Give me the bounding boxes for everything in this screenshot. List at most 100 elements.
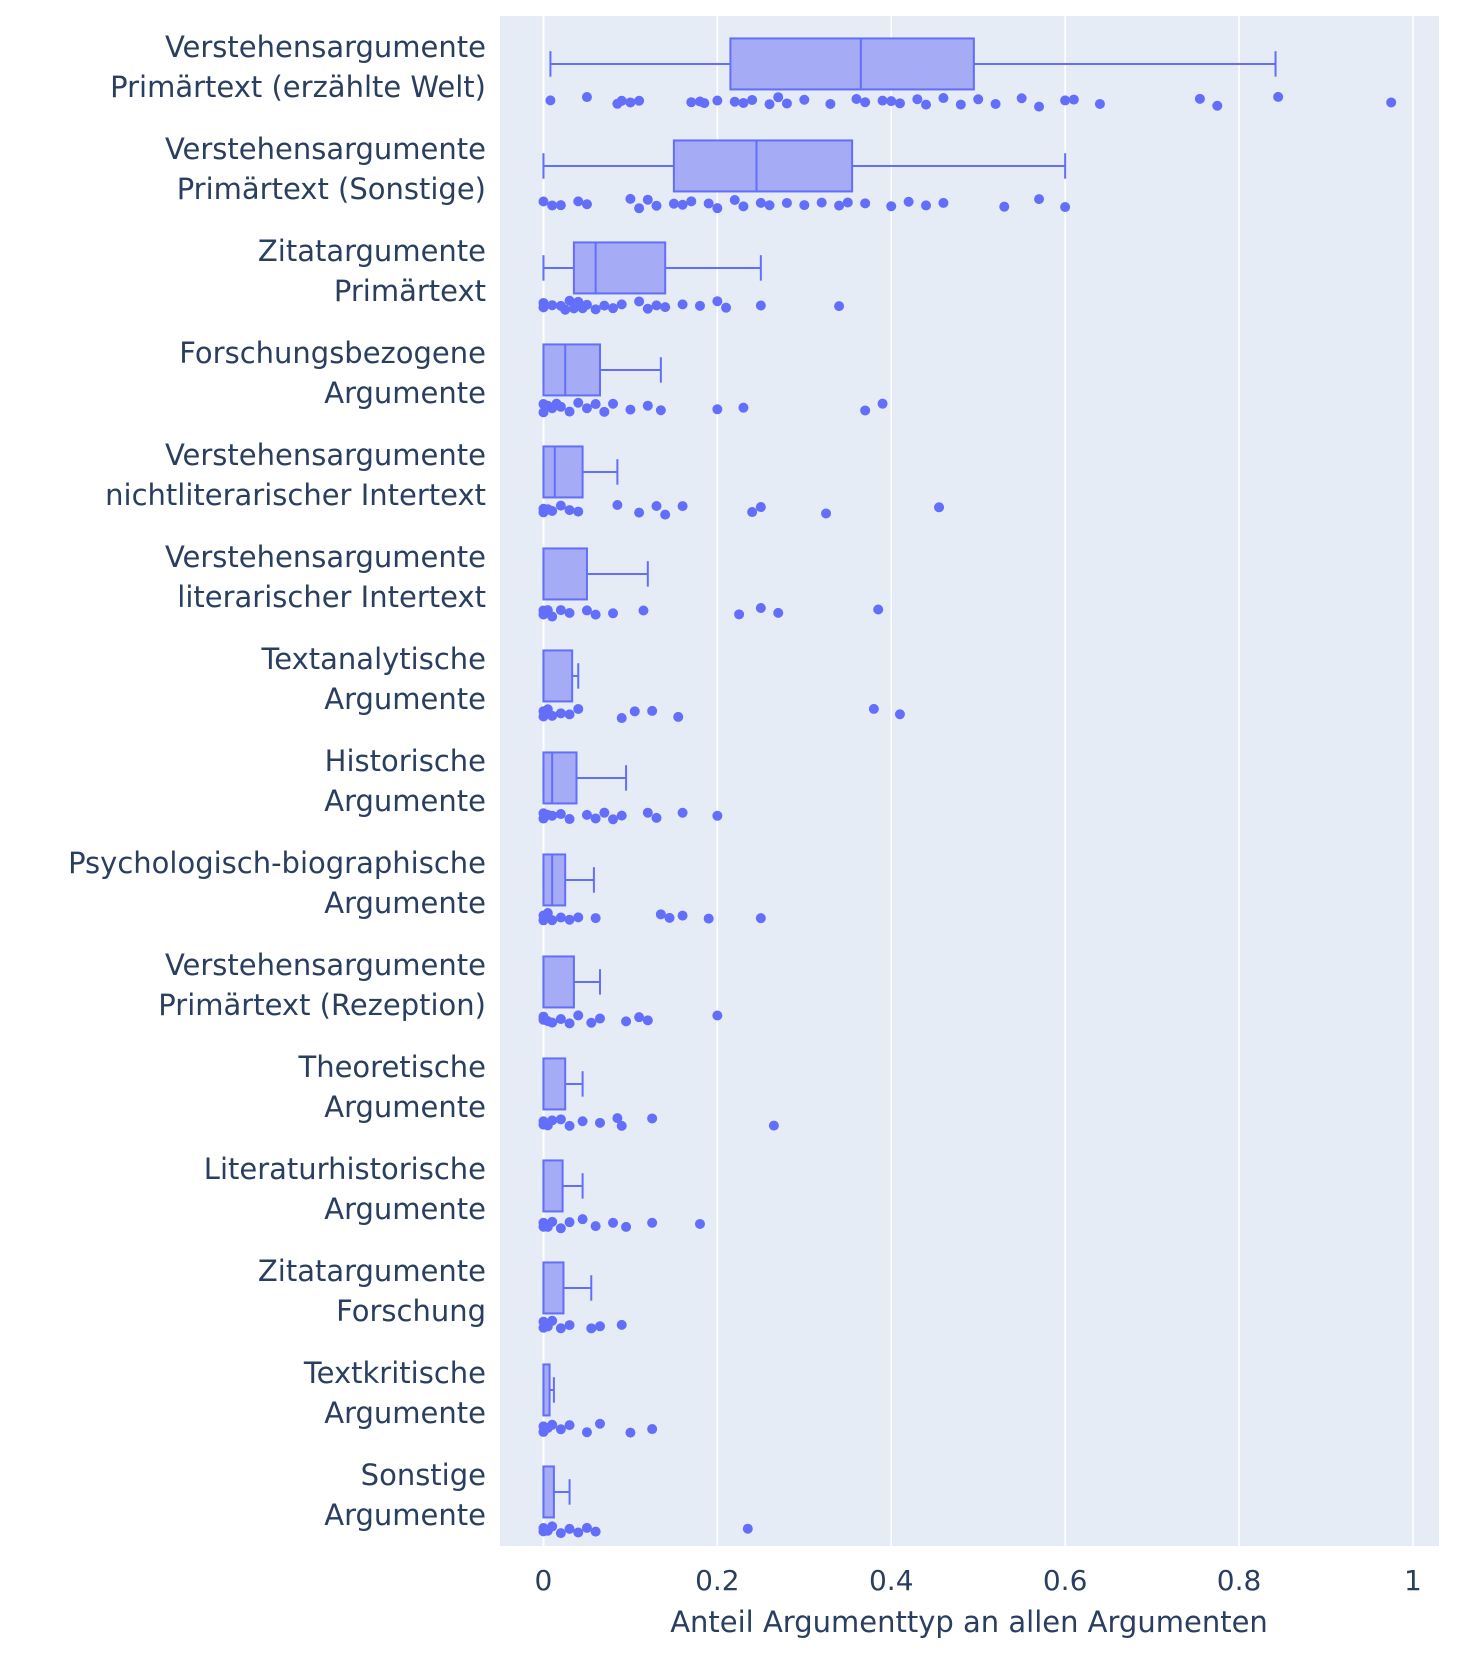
data-point	[581, 299, 592, 310]
data-point	[616, 1319, 627, 1330]
data-point	[538, 711, 549, 722]
category-label: Argumente	[324, 1192, 486, 1226]
data-point	[1016, 93, 1027, 104]
category-label: Zitatargumente	[258, 234, 486, 268]
data-point	[712, 404, 723, 415]
data-point	[755, 602, 766, 613]
data-point	[938, 93, 949, 104]
data-point	[599, 406, 610, 417]
data-point	[921, 200, 932, 211]
iqr-box	[542, 853, 567, 907]
category-label: Argumente	[324, 1090, 486, 1124]
points-4	[538, 397, 888, 418]
data-point	[555, 1528, 566, 1539]
category-label: Verstehensargumente	[165, 540, 486, 574]
data-point	[973, 94, 984, 105]
data-point	[594, 1321, 605, 1332]
category-label: Argumente	[324, 1498, 486, 1532]
data-point	[686, 97, 697, 108]
data-point	[742, 1523, 753, 1534]
category-label: Argumente	[324, 784, 486, 818]
data-point	[1386, 97, 1397, 108]
data-point	[625, 404, 636, 415]
data-point	[564, 1523, 575, 1534]
category-label: Textkritische	[303, 1356, 486, 1390]
data-point	[577, 1214, 588, 1225]
iqr-box	[542, 649, 574, 703]
data-point	[545, 95, 556, 106]
data-point	[712, 810, 723, 821]
data-point	[660, 509, 671, 520]
data-point	[955, 99, 966, 110]
data-point	[586, 1017, 597, 1028]
category-label: Primärtext	[334, 274, 486, 308]
iqr-box	[542, 547, 588, 601]
data-point	[712, 1010, 723, 1021]
data-point	[868, 703, 879, 714]
data-point	[555, 708, 566, 719]
data-point	[621, 1016, 632, 1027]
data-point	[634, 95, 645, 106]
data-point	[573, 196, 584, 207]
category-label: Sonstige	[361, 1458, 486, 1492]
data-point	[555, 1424, 566, 1435]
data-point	[764, 200, 775, 211]
data-point	[573, 703, 584, 714]
data-point	[581, 809, 592, 820]
data-point	[894, 98, 905, 109]
data-point	[642, 1015, 653, 1026]
data-point	[755, 197, 766, 208]
points-6	[538, 602, 884, 622]
data-point	[825, 98, 836, 109]
data-point	[581, 1522, 592, 1533]
data-point	[903, 196, 914, 207]
data-points	[538, 91, 1397, 1539]
category-label: Forschungsbezogene	[179, 336, 486, 370]
data-point	[668, 198, 679, 209]
data-point	[642, 194, 653, 205]
data-point	[608, 814, 619, 825]
data-point	[586, 1323, 597, 1334]
data-point	[564, 295, 575, 306]
data-point	[660, 302, 671, 313]
data-point	[821, 508, 832, 519]
category-label: Verstehensargumente	[165, 132, 486, 166]
points-15	[538, 1521, 753, 1539]
category-label: Primärtext (erzählte Welt)	[110, 70, 486, 104]
data-point	[573, 1010, 584, 1021]
iqr-box	[542, 1057, 567, 1111]
data-point	[616, 810, 627, 821]
data-point	[734, 609, 745, 620]
data-point	[625, 97, 636, 108]
data-point	[564, 914, 575, 925]
points-3	[538, 295, 845, 315]
data-point	[555, 500, 566, 511]
data-point	[816, 197, 827, 208]
category-label: Primärtext (Rezeption)	[158, 988, 486, 1022]
iqr-box	[729, 37, 975, 91]
points-5	[538, 500, 945, 520]
box-7	[542, 649, 580, 703]
data-point	[594, 1013, 605, 1024]
data-point	[921, 99, 932, 110]
data-point	[612, 500, 623, 511]
data-point	[886, 201, 897, 212]
iqr-box	[542, 445, 584, 499]
data-point	[581, 1427, 592, 1438]
data-point	[729, 195, 740, 206]
data-point	[677, 910, 688, 921]
category-label: Primärtext (Sonstige)	[177, 172, 486, 206]
data-point	[581, 403, 592, 414]
x-tick-label: 0	[535, 1564, 553, 1597]
data-point	[547, 1315, 558, 1326]
data-point	[547, 915, 558, 926]
data-point	[703, 198, 714, 209]
data-point	[651, 501, 662, 512]
data-point	[616, 1120, 627, 1131]
data-point	[629, 706, 640, 717]
points-13	[538, 1315, 627, 1334]
points-2	[538, 193, 1071, 214]
data-point	[747, 507, 758, 518]
data-point	[590, 609, 601, 620]
data-point	[590, 813, 601, 824]
